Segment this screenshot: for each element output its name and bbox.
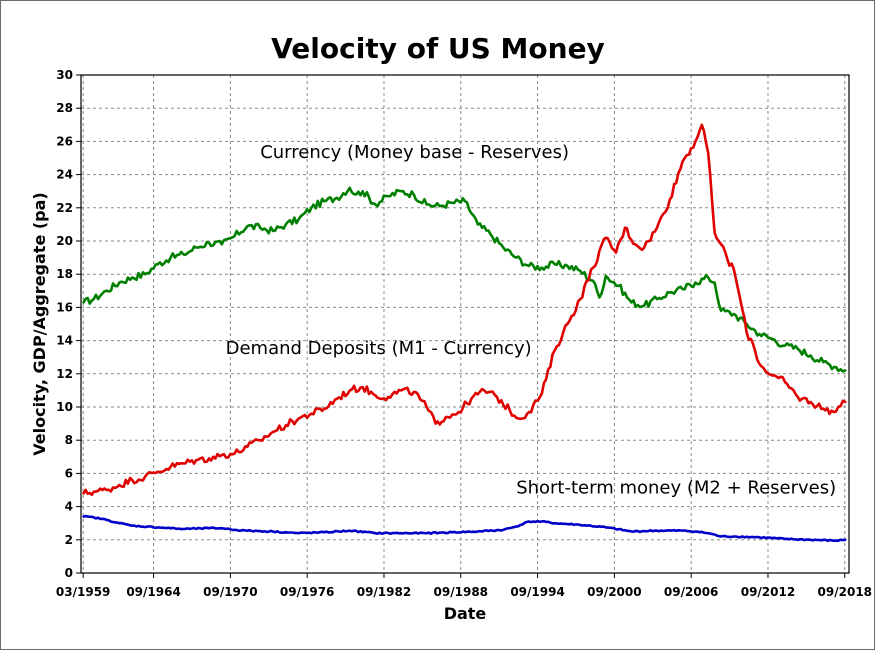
- x-tick-label: 09/1964: [126, 585, 180, 599]
- y-tick-label: 14: [56, 334, 73, 348]
- grid-lines: [81, 75, 849, 573]
- x-tick-label: 03/1959: [56, 585, 110, 599]
- x-tick-label: 09/1994: [510, 585, 564, 599]
- y-tick-label: 10: [56, 400, 73, 414]
- y-tick-label: 26: [56, 134, 73, 148]
- y-tick-label: 0: [65, 566, 73, 580]
- x-tick-label: 09/2000: [587, 585, 641, 599]
- x-tick-label: 09/2012: [741, 585, 795, 599]
- x-tick-label: 09/1988: [434, 585, 488, 599]
- y-axis-label: Velocity, GDP/Aggregate (pa): [30, 192, 49, 456]
- y-tick-label: 6: [65, 466, 73, 480]
- y-tick-label: 4: [65, 500, 73, 514]
- y-tick-label: 20: [56, 234, 73, 248]
- series-lines: [82, 123, 847, 543]
- y-tick-label: 12: [56, 367, 73, 381]
- series-line-2: [82, 123, 847, 497]
- x-tick-label: 09/2006: [664, 585, 718, 599]
- series-annotation: Currency (Money base - Reserves): [260, 142, 569, 163]
- series-line-1: [82, 186, 847, 373]
- y-tick-label: 30: [56, 68, 73, 82]
- y-tick-label: 28: [56, 101, 73, 115]
- x-tick-label: 09/2018: [818, 585, 872, 599]
- x-axis-ticks: 03/1959 09/1964 09/1970 09/1976 09/1982 09/19…: [56, 573, 872, 599]
- chart-title: Velocity of US Money: [271, 32, 605, 65]
- plot-frame: [80, 74, 850, 574]
- y-tick-label: 16: [56, 300, 73, 314]
- y-tick-label: 22: [56, 201, 73, 215]
- y-tick-label: 2: [65, 533, 73, 547]
- y-tick-label: 8: [65, 433, 73, 447]
- x-tick-label: 09/1970: [203, 585, 257, 599]
- y-tick-label: 24: [56, 168, 73, 182]
- series-line-3: [82, 514, 847, 543]
- series-annotation: Demand Deposits (M1 - Currency): [226, 338, 532, 359]
- x-tick-label: 09/1976: [280, 585, 334, 599]
- y-tick-label: 18: [56, 267, 73, 281]
- x-tick-label: 09/1982: [357, 585, 411, 599]
- series-annotations: Currency (Money base - Reserves) Demand D…: [226, 142, 837, 498]
- series-annotation: Short-term money (M2 + Reserves): [516, 477, 836, 498]
- x-axis-label: Date: [444, 604, 487, 623]
